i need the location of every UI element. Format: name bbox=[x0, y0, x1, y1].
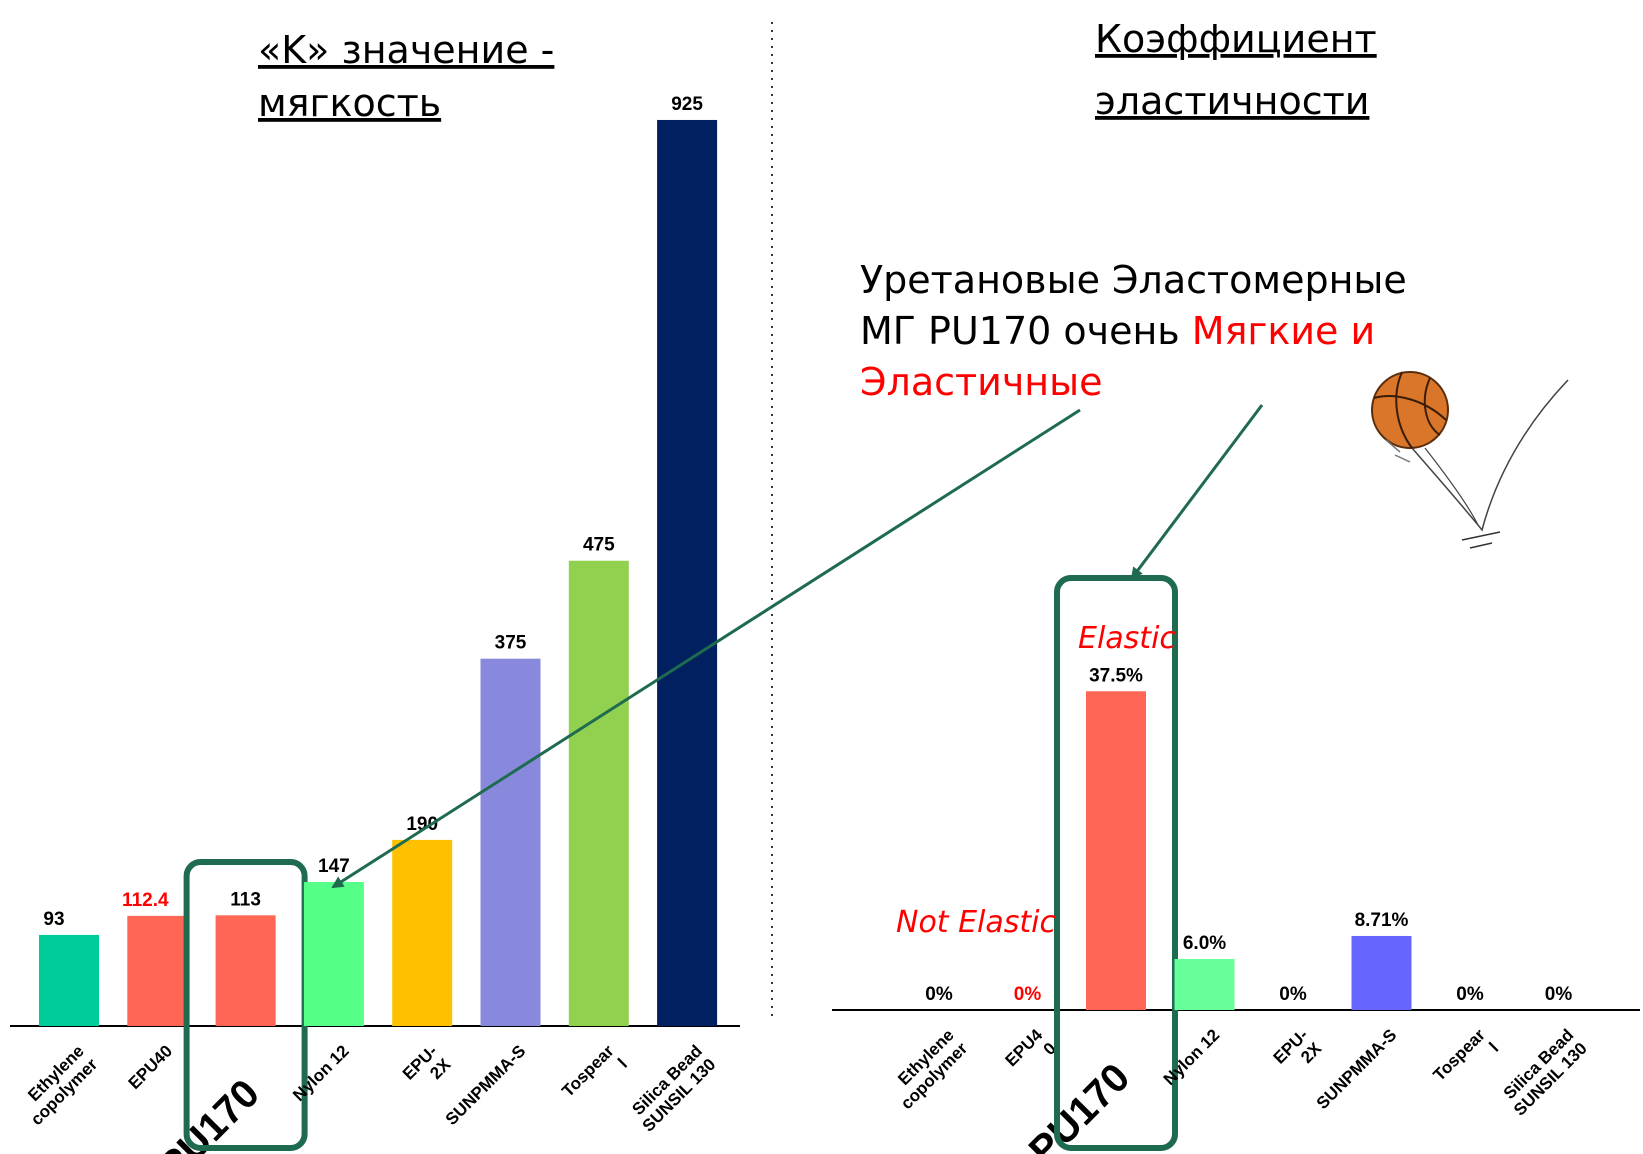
elastic-label: Elastic bbox=[1078, 621, 1176, 656]
bar-3 bbox=[303, 882, 364, 1026]
annotation-line2: МГ PU170 очень Мягкие и bbox=[860, 309, 1375, 353]
category-label-line: Tospear bbox=[1430, 1025, 1490, 1085]
category-label: EPU40 bbox=[1001, 1025, 1060, 1084]
category-label-line: l bbox=[614, 1055, 631, 1072]
category-label: Tospearl bbox=[558, 1041, 631, 1114]
left-bar-chart: 93 Ethylenecopolymer 112.4 EPU40 113 PU170 147… bbox=[10, 94, 740, 1154]
bar-value-label: 37.5% bbox=[1089, 665, 1143, 686]
bar-6 bbox=[568, 560, 629, 1026]
category-label-line: PU170 bbox=[150, 1071, 268, 1154]
category-label-line: SUNPMMA-S bbox=[1313, 1025, 1401, 1113]
basketball-icon bbox=[1371, 371, 1569, 549]
bar-5 bbox=[480, 658, 541, 1026]
bar-0 bbox=[39, 934, 99, 1026]
category-label-line: PU170 bbox=[1021, 1055, 1139, 1154]
not-elastic-label: Not Elastic bbox=[896, 905, 1056, 940]
annotation-line2-red: Мягкие и bbox=[1192, 309, 1375, 353]
bar-value-label: 0% bbox=[925, 984, 953, 1005]
arrow-to-left-pu170 bbox=[331, 408, 1081, 889]
category-label: Nylon 12 bbox=[1160, 1025, 1224, 1089]
highlight-box bbox=[1054, 575, 1178, 1151]
bar-3 bbox=[1174, 959, 1235, 1010]
category-label-line: EPU4 bbox=[1001, 1025, 1046, 1070]
category-label: Silica BeadSUNSIL 130 bbox=[625, 1041, 719, 1135]
category-label-line: Nylon 12 bbox=[289, 1041, 353, 1105]
bar-value-label: 112.4 bbox=[122, 890, 169, 911]
bar-value-label: 0% bbox=[1545, 984, 1573, 1005]
category-label: PU170 bbox=[1021, 1055, 1139, 1154]
category-label: PU170 bbox=[150, 1071, 268, 1154]
category-label-line: Tospear bbox=[558, 1041, 618, 1101]
annotation-line1: Уретановые Эластомерные bbox=[860, 258, 1407, 302]
category-label: Ethylenecopolymer bbox=[884, 1025, 972, 1113]
bar-2 bbox=[215, 915, 276, 1026]
category-label: EPU40 bbox=[125, 1041, 177, 1093]
category-label: SUNPMMA-S bbox=[1313, 1025, 1401, 1113]
category-label: Tospearl bbox=[1430, 1025, 1503, 1098]
bar-value-label: 8.71% bbox=[1355, 910, 1409, 931]
bar-1 bbox=[127, 915, 188, 1026]
annotation-line3: Эластичные bbox=[860, 360, 1103, 404]
bar-7 bbox=[657, 119, 718, 1026]
right-chart-title-line2: эластичности bbox=[1095, 79, 1369, 123]
left-chart-title-line2: мягкость bbox=[258, 81, 441, 125]
category-label-line: Nylon 12 bbox=[1160, 1025, 1224, 1089]
bar-value-label: 0% bbox=[1014, 984, 1042, 1005]
bar-5 bbox=[1351, 935, 1412, 1010]
category-label: EPU-2X bbox=[399, 1041, 455, 1097]
bar-value-label: 475 bbox=[583, 535, 615, 556]
bar-value-label: 925 bbox=[671, 94, 703, 115]
category-label: SUNPMMA-S bbox=[442, 1041, 530, 1129]
right-bar-chart: 0% Ethylenecopolymer 0% EPU40 37.5% PU170 6.0%… bbox=[832, 575, 1640, 1154]
bar-value-label: 375 bbox=[495, 633, 527, 654]
category-label-line: EPU40 bbox=[125, 1041, 177, 1093]
category-label: Ethylenecopolymer bbox=[14, 1041, 102, 1129]
bar-value-label: 0% bbox=[1279, 984, 1307, 1005]
category-label: EPU-2X bbox=[1270, 1025, 1326, 1081]
category-label: Nylon 12 bbox=[289, 1041, 353, 1105]
bar-value-label: 6.0% bbox=[1183, 933, 1226, 954]
right-chart-title-line1: Коэффициент bbox=[1095, 17, 1377, 61]
category-label-line: SUNPMMA-S bbox=[442, 1041, 530, 1129]
arrow-to-right-pu170 bbox=[1130, 404, 1264, 580]
category-label: Silica BeadSUNSIL 130 bbox=[1497, 1025, 1591, 1119]
bar-value-label: 147 bbox=[318, 856, 350, 877]
bar-value-label: 0% bbox=[1456, 984, 1484, 1005]
bar-4 bbox=[392, 839, 453, 1026]
bar-value-label: 113 bbox=[230, 889, 261, 910]
annotation-line2-black: МГ PU170 очень bbox=[860, 309, 1192, 353]
bar-value-label: 190 bbox=[406, 814, 438, 835]
left-chart-title-line1: «K» значение - bbox=[258, 28, 554, 72]
bar-2 bbox=[1086, 691, 1146, 1010]
bar-value-label: 93 bbox=[43, 909, 64, 930]
category-label-line: l bbox=[1485, 1039, 1502, 1056]
